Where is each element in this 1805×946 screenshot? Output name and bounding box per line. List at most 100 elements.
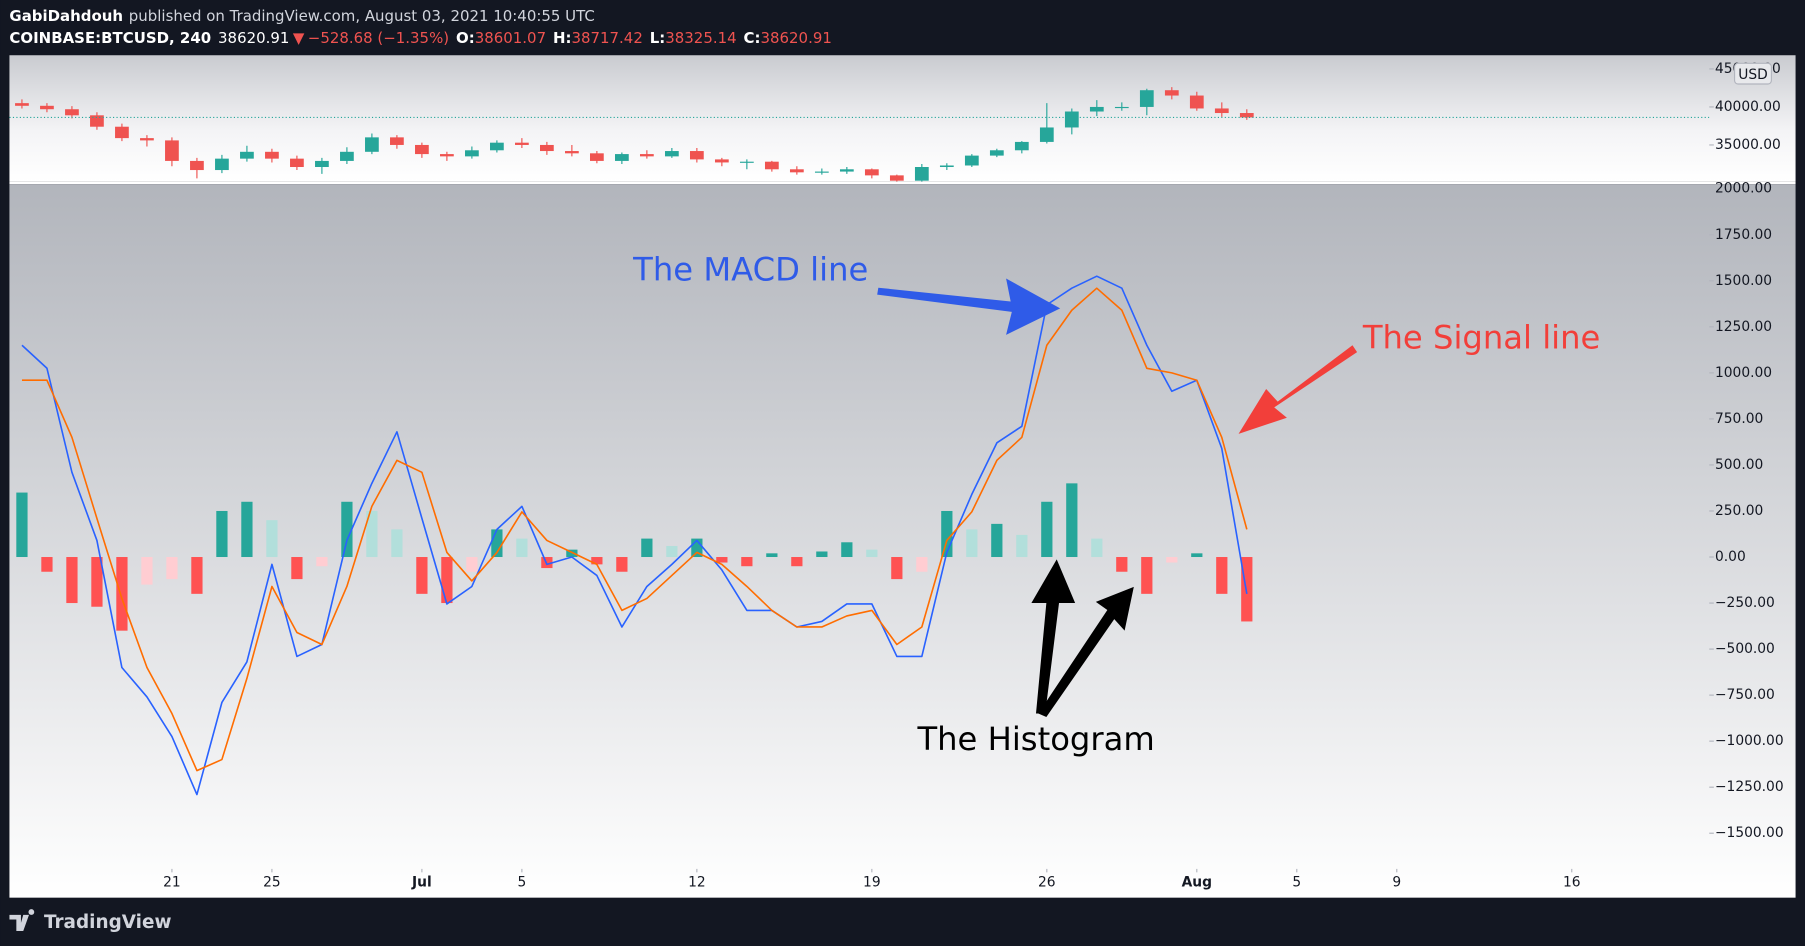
histogram-bar	[241, 501, 253, 558]
histogram-bar	[916, 557, 928, 572]
candle-body	[140, 138, 154, 141]
histogram-bar	[516, 538, 528, 558]
y-tick-label: 1250.00	[1715, 319, 1772, 335]
candle-body	[614, 154, 629, 161]
histogram-bar	[841, 542, 853, 558]
histogram-bar	[716, 557, 728, 563]
candle-body	[664, 151, 679, 157]
histogram-bar	[16, 492, 28, 558]
histogram-bar	[116, 557, 128, 631]
candle-body	[565, 151, 579, 154]
y-tick-label: −1500.00	[1715, 825, 1784, 841]
candle-body	[190, 160, 204, 171]
ohlc-value: 38620.91	[761, 28, 832, 46]
candle-body	[290, 158, 304, 168]
annotations: The MACD line The Signal line The Histog…	[632, 251, 1600, 759]
candle-body	[40, 105, 54, 110]
histogram-bar	[1041, 501, 1053, 558]
candle-body	[814, 171, 829, 173]
candle-body	[215, 158, 229, 171]
histogram-bar	[991, 523, 1003, 558]
y-tick-label: −500.00	[1715, 641, 1775, 657]
candle-body	[490, 142, 504, 151]
histogram-bar	[266, 520, 278, 558]
candle-body	[789, 169, 804, 173]
candle-body	[889, 175, 904, 181]
histogram-bar	[1016, 534, 1028, 558]
ohlc-label: H:	[553, 28, 572, 46]
header-line: GabiDahdouh published on TradingView.com,…	[9, 7, 594, 25]
histogram-bar	[191, 557, 203, 594]
histogram-bar	[1191, 553, 1203, 558]
candle-body	[390, 137, 404, 145]
histogram-bar	[216, 510, 228, 558]
ohlc-value: 38325.14	[665, 28, 736, 46]
histogram-bar	[1116, 557, 1128, 572]
y-tick-label: 1000.00	[1715, 365, 1772, 381]
ohlc-value: 38717.42	[571, 28, 642, 46]
x-tick-label: 9	[1392, 875, 1401, 891]
symbol: COINBASE:BTCUSD, 240	[9, 28, 211, 46]
y-tick-label: −750.00	[1715, 687, 1775, 703]
candle-body	[165, 140, 179, 161]
candle-body	[989, 150, 1004, 156]
y-tick-label: 250.00	[1715, 503, 1763, 519]
x-tick-label: 12	[688, 875, 706, 891]
histogram-bar	[691, 538, 703, 558]
x-tick-label: 25	[263, 875, 281, 891]
histogram-bar	[341, 501, 353, 558]
x-tick-label: 21	[163, 875, 181, 891]
candle-body	[589, 153, 604, 161]
candle-body	[465, 150, 479, 157]
histogram-bar	[491, 529, 503, 558]
candle-body	[1014, 141, 1029, 151]
histogram-bar	[641, 538, 653, 558]
candle-body	[240, 151, 254, 159]
price-plot	[9, 87, 1710, 182]
y-tick-label: 40000.00	[1715, 99, 1781, 115]
histogram-bar	[466, 557, 478, 572]
currency: USD	[1738, 67, 1767, 83]
histogram-bar	[766, 553, 778, 558]
candle-body	[65, 109, 79, 116]
candle-body	[315, 160, 329, 168]
histogram-bar	[791, 557, 803, 567]
candle-body	[689, 151, 704, 160]
macd-panel	[9, 184, 1796, 898]
x-tick-label: 19	[863, 875, 881, 891]
price-panel	[9, 55, 1796, 182]
x-tick-label: Jul	[411, 875, 432, 891]
annotation: The Signal line	[1362, 319, 1601, 357]
candle-body	[1189, 95, 1204, 109]
macd-plot	[16, 275, 1253, 796]
candle-body	[15, 103, 29, 106]
line	[21, 275, 1248, 796]
histogram-bar	[966, 529, 978, 558]
arrow	[1038, 586, 1134, 717]
candle-body	[365, 137, 379, 152]
brand-name: TradingView	[44, 912, 172, 933]
y-tick-label: −1000.00	[1715, 733, 1784, 749]
histogram-bar	[66, 557, 78, 604]
candle-body	[515, 142, 529, 145]
candle-body	[115, 126, 129, 139]
histogram-bar	[41, 557, 53, 572]
histogram-bar	[291, 557, 303, 580]
line	[21, 287, 1248, 772]
histogram-bar	[141, 557, 153, 585]
change: −528.68 (−1.35%)	[308, 28, 449, 46]
candle-body	[540, 144, 554, 152]
histogram-bar	[566, 549, 578, 558]
histogram-bar	[616, 557, 628, 572]
candle-body	[939, 165, 954, 168]
y-tick-label: 2000.00	[1715, 181, 1772, 197]
y-tick-label: 500.00	[1715, 457, 1763, 473]
candle-body	[914, 167, 929, 181]
annotation: The Histogram	[916, 720, 1154, 758]
histogram-bar	[1166, 557, 1178, 563]
histogram-bar	[941, 510, 953, 558]
candle-body	[415, 144, 429, 155]
x-tick-label: 16	[1563, 875, 1581, 891]
y-tick-label: 0.00	[1715, 549, 1746, 565]
candle-body	[764, 161, 779, 170]
